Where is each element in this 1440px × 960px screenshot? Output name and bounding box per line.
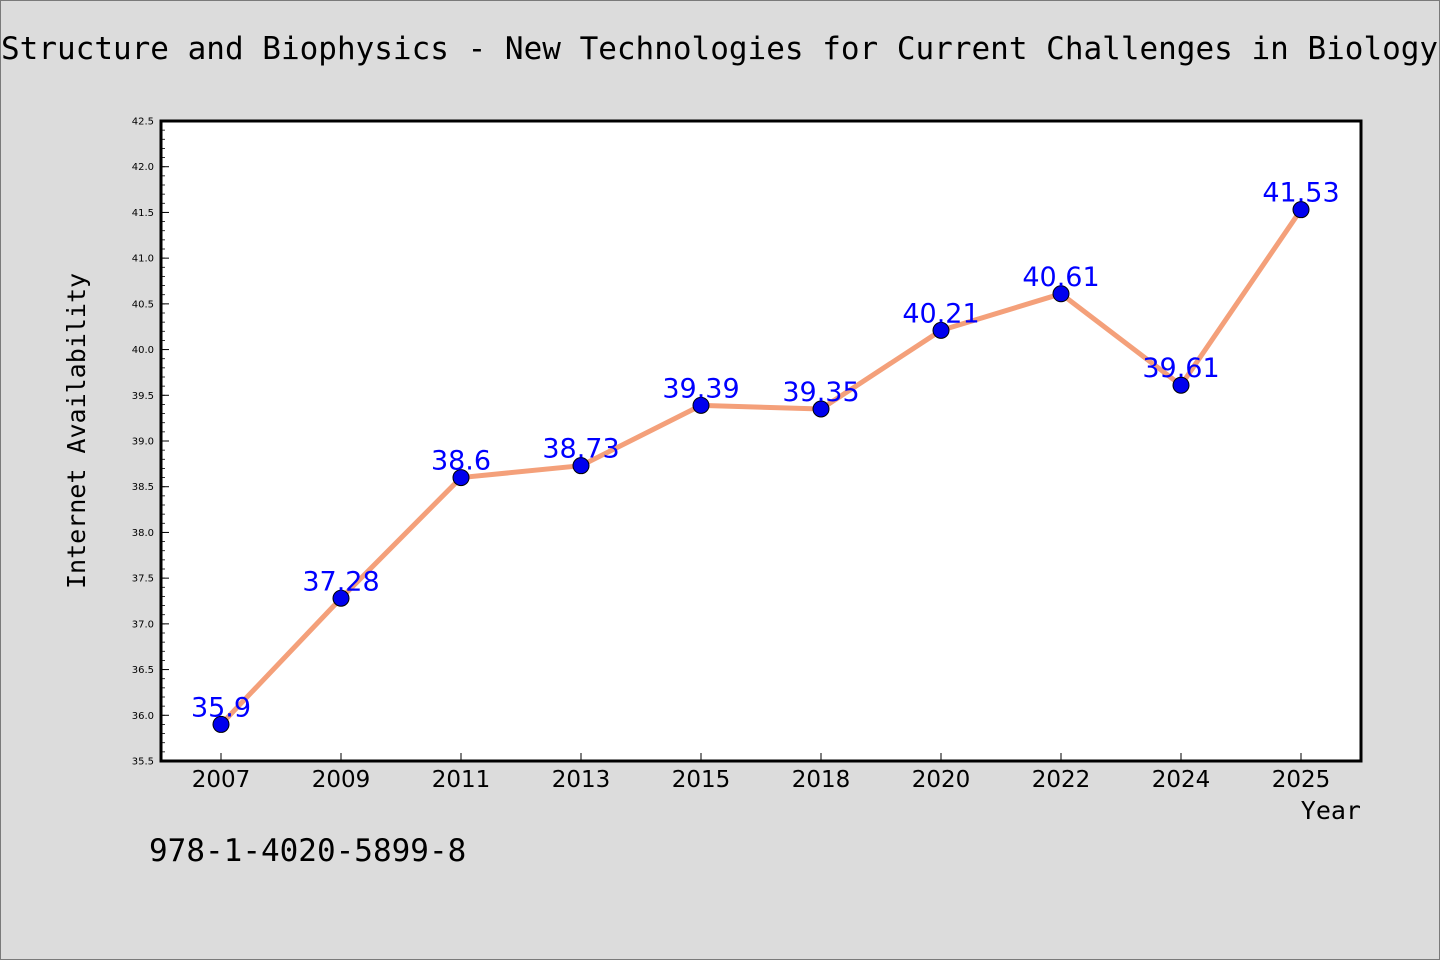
data-label: 40.21 <box>902 298 979 329</box>
y-tick-label: 37.0 <box>132 619 154 630</box>
data-label: 39.35 <box>782 377 859 408</box>
data-label: 39.39 <box>662 373 739 404</box>
y-tick-label: 38.5 <box>132 482 154 493</box>
data-point <box>452 469 470 487</box>
x-axis: 2007 2009 2011 2013 2015 2018 2020 2022 2024 2025 <box>192 753 1331 793</box>
data-label: 37.28 <box>302 566 379 597</box>
data-label: 38.73 <box>542 434 619 465</box>
data-point <box>212 715 230 733</box>
data-label: 41.53 <box>1262 178 1339 209</box>
y-tick-label: 38.0 <box>132 528 154 539</box>
x-tick-label: 2007 <box>192 767 251 793</box>
data-point <box>692 396 710 414</box>
y-axis-label: Internet Availability <box>62 273 91 589</box>
y-tick-label: 41.5 <box>132 208 154 219</box>
y-tick-label: 40.5 <box>132 299 154 310</box>
data-point <box>332 589 350 607</box>
series-layer: 35.9 37.28 38.6 38.73 39.39 39.35 40.21 40.61 39… <box>191 178 1340 733</box>
data-label: 35.9 <box>191 692 251 723</box>
data-label: 38.6 <box>431 446 491 477</box>
data-point <box>932 321 950 339</box>
data-point <box>812 400 830 418</box>
data-point <box>1292 201 1310 219</box>
y-tick-label: 36.0 <box>132 711 154 722</box>
y-tick-label: 42.0 <box>132 162 154 173</box>
plot-area <box>159 119 1363 763</box>
x-tick-label: 2011 <box>432 767 491 793</box>
data-point <box>572 457 590 475</box>
chart-title: Structure and Biophysics - New Technolog… <box>1 31 1439 67</box>
x-tick-label: 2025 <box>1272 767 1331 793</box>
isbn-text: 978-1-4020-5899-8 <box>149 833 467 869</box>
x-tick-label: 2013 <box>552 767 611 793</box>
y-tick-label: 41.0 <box>132 254 154 265</box>
x-tick-label: 2022 <box>1032 767 1091 793</box>
data-point <box>1172 376 1190 394</box>
x-tick-label: 2020 <box>912 767 971 793</box>
data-label: 40.61 <box>1022 262 1099 293</box>
x-tick-label: 2018 <box>792 767 851 793</box>
x-tick-label: 2015 <box>672 767 731 793</box>
x-tick-label: 2009 <box>312 767 371 793</box>
y-tick-label: 35.5 <box>132 757 154 768</box>
data-point <box>1052 285 1070 303</box>
x-tick-label: 2024 <box>1152 767 1211 793</box>
y-tick-label: 42.5 <box>132 117 154 128</box>
x-axis-label: Year <box>1301 796 1361 825</box>
y-tick-label: 40.0 <box>132 345 154 356</box>
y-tick-label: 36.5 <box>132 665 154 676</box>
data-label: 39.61 <box>1142 353 1219 384</box>
y-tick-label: 39.0 <box>132 437 154 448</box>
y-tick-label: 37.5 <box>132 574 154 585</box>
y-tick-label: 39.5 <box>132 391 154 402</box>
y-axis: 35.5 36.0 36.5 37.0 37.5 38.0 38.5 39.0 39.5 40.0… <box>132 117 169 768</box>
series-line <box>218 207 1304 727</box>
